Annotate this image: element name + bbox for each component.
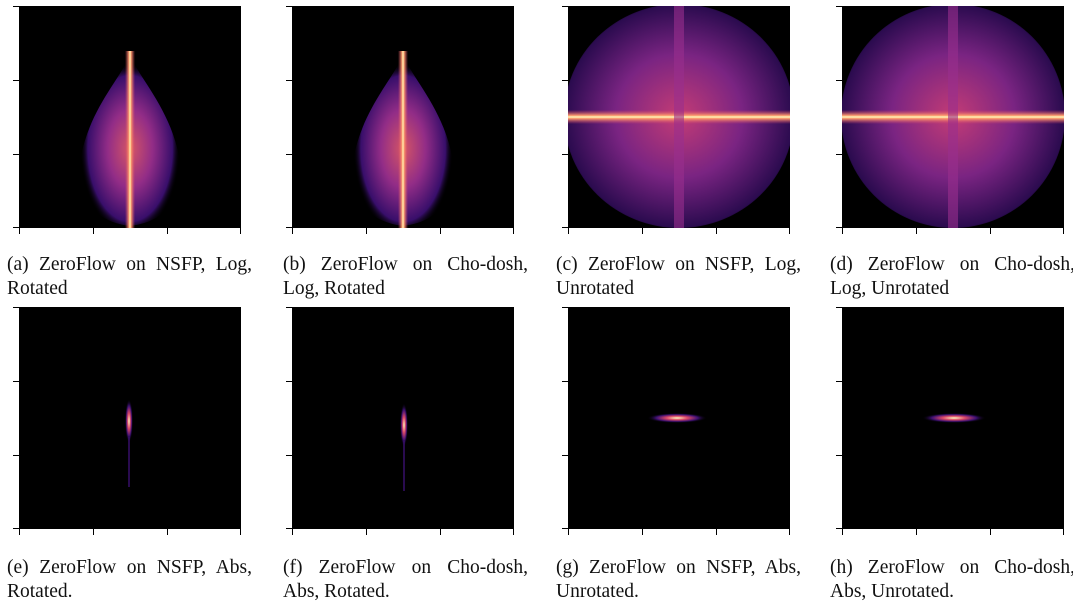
y-tick-mark (286, 227, 292, 228)
y-tick-mark (562, 307, 568, 308)
x-tick-mark (440, 529, 441, 535)
x-tick-mark (366, 228, 367, 234)
heatmap-plot-b (292, 6, 514, 228)
x-tick-mark (240, 228, 241, 234)
x-tick-mark (716, 228, 717, 234)
y-tick-mark (13, 154, 19, 155)
heatmap-plot-h (842, 307, 1064, 529)
y-tick-mark (562, 6, 568, 7)
y-tick-mark (13, 455, 19, 456)
heatmap-plot-e (19, 307, 241, 529)
caption-e: (e) ZeroFlow on NSFP, Abs, Rotated. (7, 557, 252, 602)
x-tick-mark (19, 228, 20, 234)
y-tick-mark (13, 6, 19, 7)
caption-c: (c) ZeroFlow on NSFP, Log, Unrotated (556, 254, 801, 299)
x-tick-mark (19, 529, 20, 535)
x-tick-mark (366, 529, 367, 535)
y-tick-mark (836, 381, 842, 382)
y-tick-mark (562, 154, 568, 155)
x-tick-mark (513, 529, 514, 535)
y-tick-mark (13, 381, 19, 382)
x-tick-mark (990, 529, 991, 535)
x-tick-mark (916, 228, 917, 234)
y-tick-mark (286, 154, 292, 155)
x-tick-mark (842, 228, 843, 234)
y-tick-mark (286, 381, 292, 382)
y-tick-mark (13, 80, 19, 81)
heatmap-plot-d (842, 6, 1064, 228)
y-tick-mark (836, 455, 842, 456)
y-tick-mark (13, 227, 19, 228)
y-tick-mark (836, 80, 842, 81)
caption-g: (g) ZeroFlow on NSFP, Abs, Unrotated. (556, 557, 801, 602)
y-tick-mark (836, 307, 842, 308)
x-tick-mark (642, 529, 643, 535)
x-tick-mark (1063, 529, 1064, 535)
x-tick-mark (292, 228, 293, 234)
x-tick-mark (167, 529, 168, 535)
x-tick-mark (568, 228, 569, 234)
y-tick-mark (286, 80, 292, 81)
x-tick-mark (842, 529, 843, 535)
heatmap-plot-f (292, 307, 514, 529)
caption-d: (d) ZeroFlow on Cho-dosh, Log, Unrotated (830, 254, 1073, 299)
x-tick-mark (167, 228, 168, 234)
x-tick-mark (568, 529, 569, 535)
y-tick-mark (562, 381, 568, 382)
heatmap-plot-g (568, 307, 790, 529)
y-tick-mark (836, 154, 842, 155)
caption-f: (f) ZeroFlow on Cho-dosh, Abs, Rotated. (283, 557, 528, 602)
x-tick-mark (789, 529, 790, 535)
heatmap-plot-a (19, 6, 241, 228)
x-tick-mark (240, 529, 241, 535)
caption-b: (b) ZeroFlow on Cho-dosh, Log, Rotated (283, 254, 528, 299)
y-tick-mark (286, 455, 292, 456)
x-tick-mark (916, 529, 917, 535)
x-tick-mark (292, 529, 293, 535)
y-tick-mark (562, 455, 568, 456)
y-tick-mark (836, 528, 842, 529)
x-tick-mark (1063, 228, 1064, 234)
heatmap-plot-c (568, 6, 790, 228)
x-tick-mark (93, 529, 94, 535)
x-tick-mark (440, 228, 441, 234)
x-tick-mark (513, 228, 514, 234)
x-tick-mark (642, 228, 643, 234)
y-tick-mark (286, 528, 292, 529)
caption-a: (a) ZeroFlow on NSFP, Log, Rotated (7, 254, 252, 299)
y-tick-mark (13, 528, 19, 529)
x-tick-mark (93, 228, 94, 234)
y-tick-mark (836, 227, 842, 228)
x-tick-mark (990, 228, 991, 234)
x-tick-mark (789, 228, 790, 234)
caption-h: (h) ZeroFlow on Cho-dosh, Abs, Unrotated… (830, 557, 1073, 602)
y-tick-mark (562, 227, 568, 228)
x-tick-mark (716, 529, 717, 535)
y-tick-mark (836, 6, 842, 7)
y-tick-mark (286, 6, 292, 7)
y-tick-mark (286, 307, 292, 308)
y-tick-mark (13, 307, 19, 308)
y-tick-mark (562, 80, 568, 81)
y-tick-mark (562, 528, 568, 529)
